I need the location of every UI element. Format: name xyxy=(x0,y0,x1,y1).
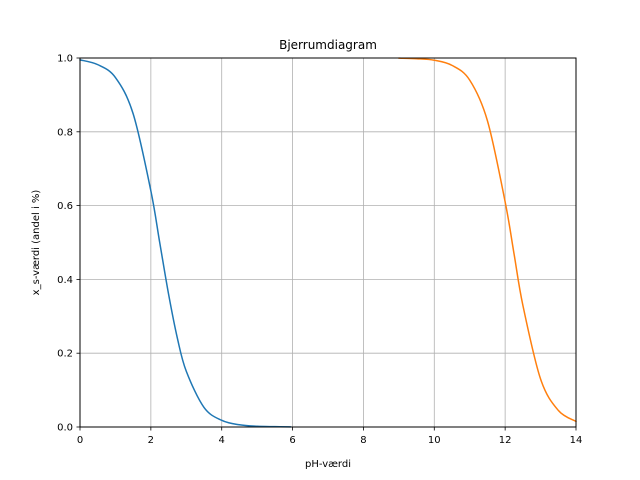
series-line-1 xyxy=(79,59,292,428)
ticks: 0 2 4 6 8 10 12 14 0.0 0.2 0.4 0.6 0.8 1.0 xyxy=(57,54,582,447)
x-tick-label: 4 xyxy=(219,435,225,446)
x-tick-label: 6 xyxy=(289,435,295,446)
series-line-2 xyxy=(398,57,577,423)
y-tick-label: 0.2 xyxy=(57,349,73,360)
y-tick-label: 0.4 xyxy=(57,275,73,286)
y-tick-label: 0.8 xyxy=(57,127,73,138)
y-axis-label: x_s-værdi (andel i %) xyxy=(31,190,42,296)
y-tick-label: 0.0 xyxy=(57,423,73,434)
x-tick-label: 8 xyxy=(360,435,366,446)
x-tick-label: 10 xyxy=(428,435,441,446)
y-tick-label: 0.6 xyxy=(57,201,73,212)
chart-title: Bjerrumdiagram xyxy=(279,38,377,52)
series-lines xyxy=(79,57,577,428)
plot-frame xyxy=(79,57,577,428)
y-tick-label: 1.0 xyxy=(57,54,73,65)
x-tick-label: 2 xyxy=(148,435,154,446)
x-tick-label: 12 xyxy=(499,435,512,446)
x-axis-label: pH-værdi xyxy=(305,459,351,470)
x-tick-label: 14 xyxy=(570,435,583,446)
x-tick-label: 0 xyxy=(77,435,83,446)
